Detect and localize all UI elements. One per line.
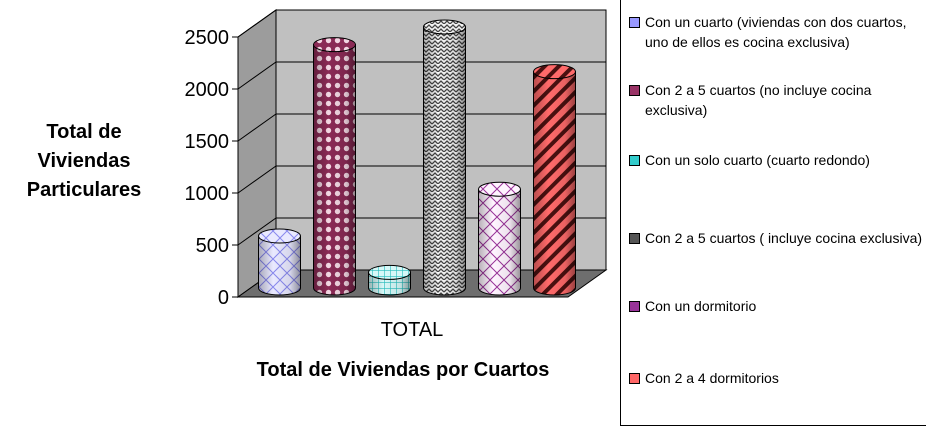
- legend-swatch: [629, 17, 640, 28]
- bar-1: [258, 228, 301, 296]
- x-axis-title: Total de Viviendas por Cuartos: [256, 359, 550, 381]
- legend-label: Con un cuarto (viviendas con dos cuartos…: [645, 14, 907, 50]
- bar-6: [533, 64, 576, 296]
- legend-item: Con un dormitorio: [629, 296, 923, 316]
- gridline: [237, 9, 606, 38]
- bar-5: [478, 181, 521, 296]
- legend-item: Con 2 a 5 cuartos (no incluye cocina exc…: [629, 80, 923, 120]
- legend-swatch: [629, 373, 640, 384]
- legend-swatch: [629, 85, 640, 96]
- chart-plot: 0 500 1000 1500 2000 2500 TOTAL: [185, 9, 608, 341]
- gridline: [237, 165, 606, 194]
- legend-swatch: [629, 155, 640, 166]
- bar-2: [313, 37, 356, 296]
- legend-item: Con un solo cuarto (cuarto redondo): [629, 150, 923, 170]
- legend-swatch: [629, 233, 640, 244]
- legend-item: Con 2 a 4 dormitorios: [629, 368, 923, 388]
- gridline: [237, 113, 606, 142]
- legend-label: Con 2 a 4 dormitorios: [645, 370, 779, 386]
- y-tick-label: 0: [218, 287, 229, 309]
- y-tick-label: 2000: [185, 79, 230, 101]
- legend-swatch: [629, 301, 640, 312]
- legend-item: Con un cuarto (viviendas con dos cuartos…: [629, 12, 923, 52]
- legend-label: Con un solo cuarto (cuarto redondo): [645, 152, 870, 168]
- bar-4: [423, 19, 466, 296]
- y-tick-label: 1500: [185, 131, 230, 153]
- bar-3: [368, 264, 411, 296]
- gridline: [237, 61, 606, 90]
- category-tick-label: TOTAL: [381, 319, 444, 341]
- legend: Con un cuarto (viviendas con dos cuartos…: [620, 0, 926, 426]
- legend-label: Con 2 a 5 cuartos ( incluye cocina exclu…: [645, 230, 923, 246]
- y-tick-label: 500: [196, 235, 229, 257]
- y-tick-label: 1000: [185, 183, 230, 205]
- legend-label: Con 2 a 5 cuartos (no incluye cocina exc…: [645, 82, 872, 118]
- legend-label: Con un dormitorio: [645, 298, 757, 314]
- y-tick-label: 2500: [185, 27, 230, 49]
- y-axis-title: Total de Viviendas Particulares: [26, 121, 142, 201]
- legend-item: Con 2 a 5 cuartos ( incluye cocina exclu…: [629, 228, 923, 248]
